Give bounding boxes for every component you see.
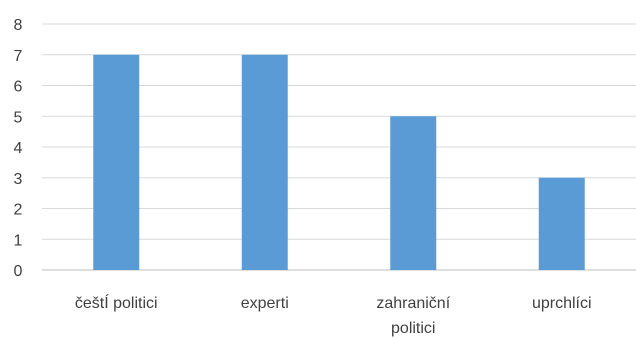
y-tick-label: 2	[14, 202, 23, 219]
y-tick-label: 0	[14, 263, 23, 280]
x-category-label: češtÍ politici	[75, 293, 158, 312]
y-tick-label: 4	[14, 140, 23, 157]
y-tick-label: 5	[14, 109, 23, 126]
x-category-label: experti	[241, 295, 289, 312]
bar	[390, 116, 437, 270]
x-axis-labels: češtÍ politici experti zahraniční politici u…	[75, 293, 592, 337]
bar	[241, 54, 288, 270]
x-category-label: uprchlíci	[532, 295, 592, 312]
y-axis-ticks: 0 1 2 3 4 5 6 7 8	[14, 17, 23, 280]
y-tick-label: 3	[14, 171, 23, 188]
y-tick-label: 6	[14, 79, 23, 96]
y-tick-label: 1	[14, 232, 23, 249]
bar	[93, 54, 140, 270]
bars	[93, 54, 585, 270]
x-category-label: zahraniční politici	[376, 295, 450, 337]
y-tick-label: 8	[14, 17, 23, 34]
bar	[538, 177, 585, 270]
gridlines	[42, 23, 636, 271]
y-tick-label: 7	[14, 48, 23, 65]
